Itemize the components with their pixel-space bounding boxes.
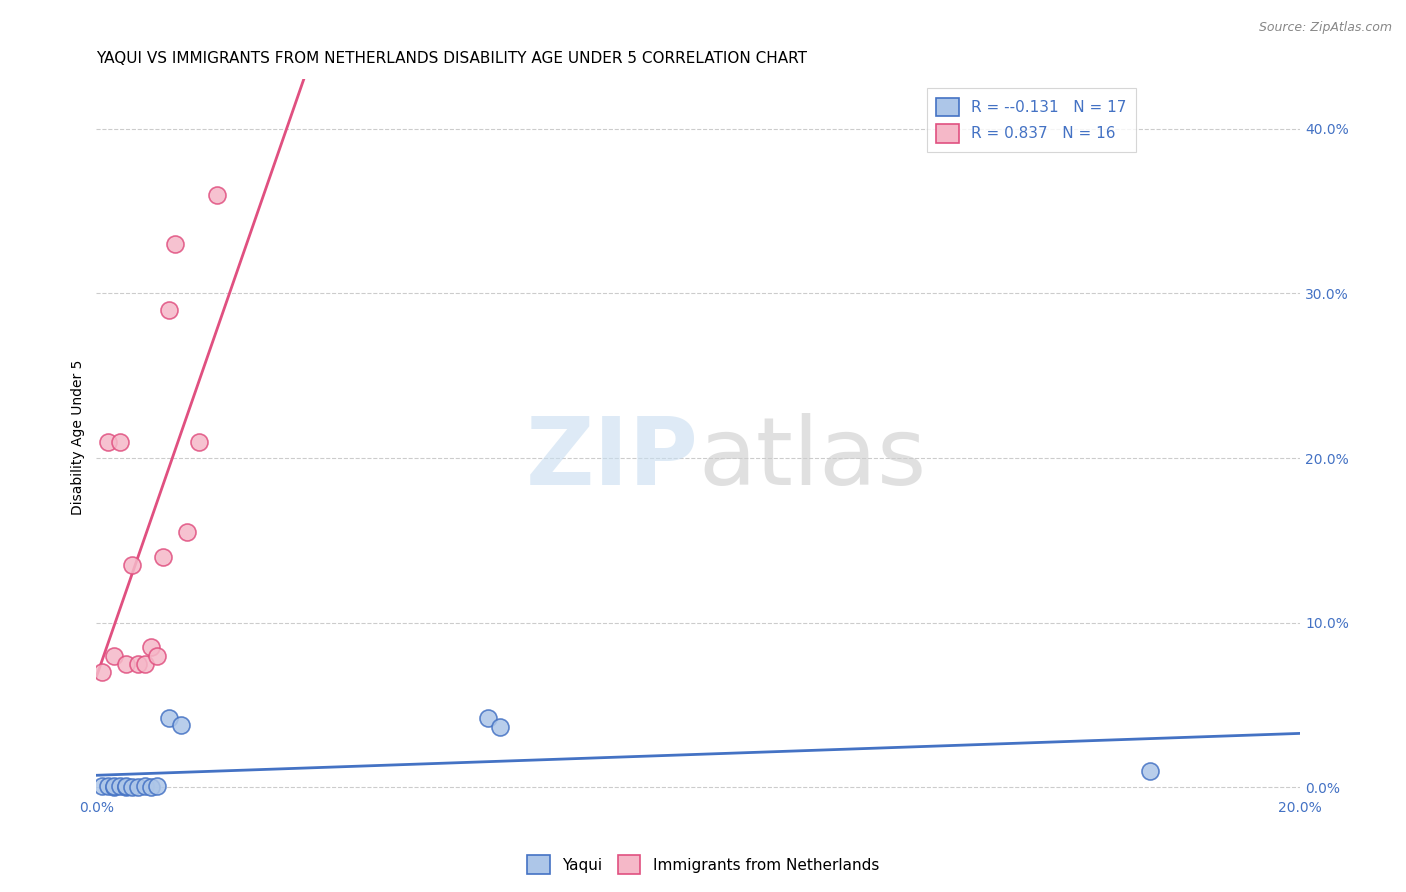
Point: [187, 434, 209, 449]
Point: [205, 187, 228, 202]
Point: [134, 779, 156, 793]
Point: [139, 780, 162, 795]
Point: [115, 779, 138, 793]
Text: ZIP: ZIP: [526, 413, 699, 505]
Point: [488, 719, 510, 733]
Legend: Yaqui, Immigrants from Netherlands: Yaqui, Immigrants from Netherlands: [520, 849, 886, 880]
Point: [157, 302, 180, 317]
Point: [121, 558, 143, 573]
Point: [97, 434, 120, 449]
Point: [110, 779, 132, 793]
Point: [152, 549, 174, 564]
Point: [145, 648, 167, 663]
Point: [176, 525, 198, 540]
Text: Source: ZipAtlas.com: Source: ZipAtlas.com: [1258, 21, 1392, 34]
Point: [103, 780, 125, 795]
Point: [169, 718, 191, 732]
Y-axis label: Disability Age Under 5: Disability Age Under 5: [72, 359, 86, 516]
Point: [127, 657, 149, 671]
Point: [157, 711, 180, 725]
Point: [139, 640, 162, 655]
Legend: R = --0.131   N = 17, R = 0.837   N = 16: R = --0.131 N = 17, R = 0.837 N = 16: [927, 88, 1136, 152]
Point: [145, 779, 167, 793]
Text: YAQUI VS IMMIGRANTS FROM NETHERLANDS DISABILITY AGE UNDER 5 CORRELATION CHART: YAQUI VS IMMIGRANTS FROM NETHERLANDS DIS…: [97, 51, 807, 66]
Point: [91, 779, 114, 793]
Point: [127, 780, 149, 795]
Point: [97, 779, 120, 793]
Point: [91, 665, 114, 680]
Point: [115, 780, 138, 795]
Point: [121, 780, 143, 795]
Point: [134, 657, 156, 671]
Point: [477, 711, 499, 725]
Point: [103, 779, 125, 793]
Point: [103, 648, 125, 663]
Point: [110, 434, 132, 449]
Point: [163, 237, 186, 252]
Point: [1139, 764, 1161, 778]
Point: [115, 657, 138, 671]
Text: atlas: atlas: [699, 413, 927, 505]
